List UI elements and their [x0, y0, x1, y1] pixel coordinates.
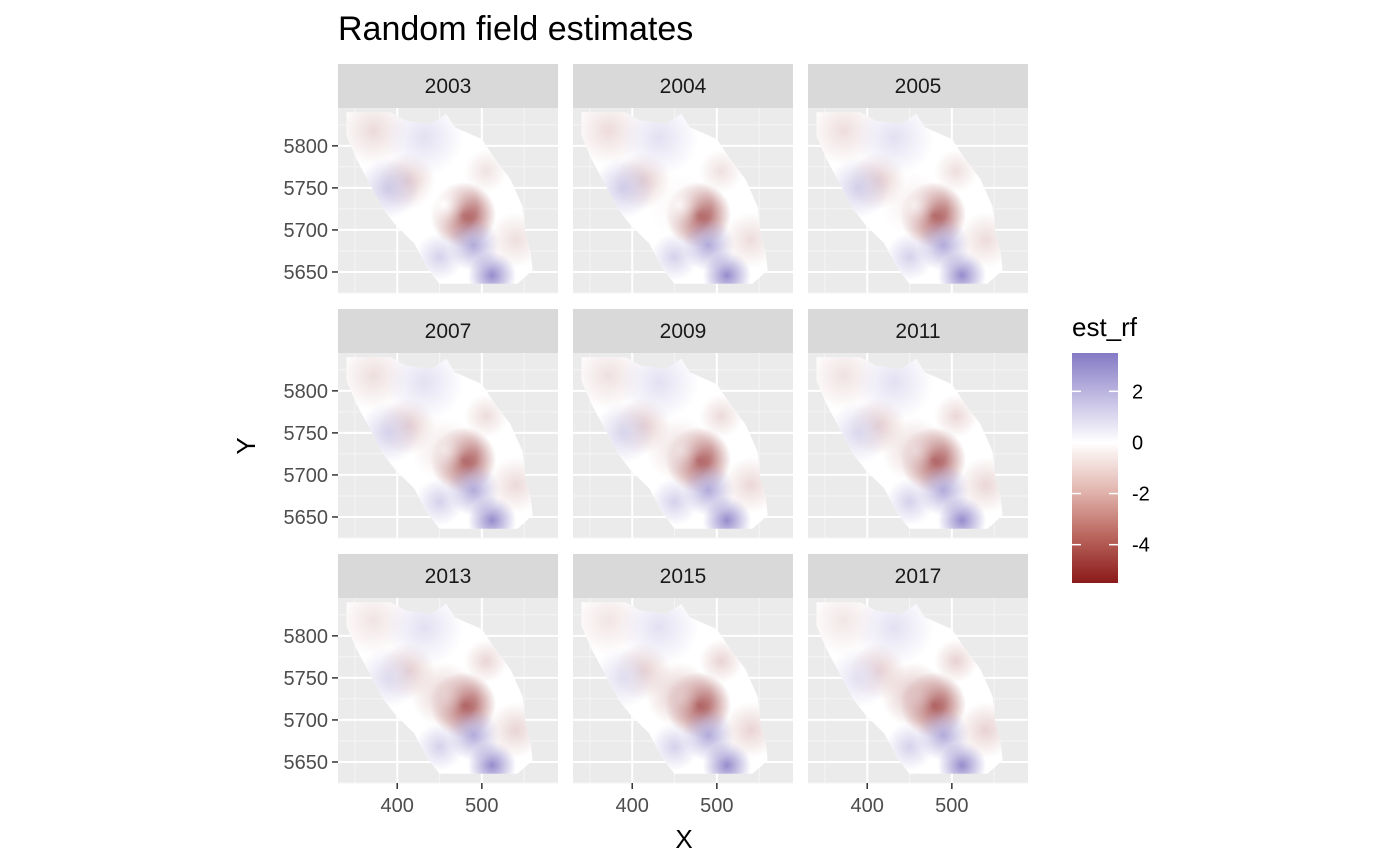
y-tick-label: 5650	[284, 507, 329, 529]
field-value-patch	[645, 171, 712, 238]
field-value-patch	[645, 416, 712, 483]
facet-strip	[808, 309, 1028, 353]
field-value-patch	[410, 416, 477, 483]
y-tick-label: 5650	[284, 262, 329, 284]
facet-strip-label: 2013	[425, 565, 472, 588]
y-tick-label: 5750	[284, 178, 329, 200]
y-tick-label: 5700	[284, 465, 329, 487]
facet-strip-label: 2017	[895, 565, 942, 588]
field-value-patch	[410, 171, 477, 238]
field-value-patch	[880, 416, 947, 483]
y-tick-label: 5750	[284, 668, 329, 690]
facet-strip	[808, 554, 1028, 598]
legend-tick-label: 0	[1132, 432, 1143, 454]
legend-tick-label: -4	[1132, 535, 1150, 557]
legend: est_rf 2 0 -2 -4	[1072, 312, 1150, 583]
x-tick-label: 400	[616, 795, 649, 817]
x-tick-label: 500	[465, 795, 498, 817]
legend-colorbar	[1072, 353, 1118, 583]
chart-title: Random field estimates	[338, 10, 693, 48]
facet-panels: 2003 2004 2005 2007 2009 2011 2013 2015 2017	[338, 64, 1028, 784]
facet-strip-label: 2007	[425, 320, 472, 343]
facet-strip	[338, 64, 558, 108]
x-tick-label: 400	[851, 795, 884, 817]
x-tick-label: 400	[381, 795, 414, 817]
facet-panel-2007: 2007	[338, 309, 558, 539]
field-value-patch	[645, 661, 712, 728]
legend-tick-label: 2	[1132, 381, 1143, 403]
facet-strip	[573, 64, 793, 108]
y-tick-label: 5700	[284, 220, 329, 242]
x-axis: 400 500 400 500 400 500	[381, 783, 969, 817]
facet-strip	[573, 309, 793, 353]
facet-panel-2003: 2003	[338, 64, 558, 294]
x-tick-label: 500	[935, 795, 968, 817]
facet-strip-label: 2004	[660, 75, 707, 98]
y-tick-label: 5800	[284, 626, 329, 648]
facet-strip-label: 2009	[660, 320, 707, 343]
x-axis-title: X	[675, 824, 692, 854]
facet-strip	[573, 554, 793, 598]
facet-strip-label: 2015	[660, 565, 707, 588]
facet-strip-label: 2003	[425, 75, 472, 98]
facet-strip	[338, 309, 558, 353]
y-tick-label: 5700	[284, 710, 329, 732]
legend-title: est_rf	[1072, 312, 1138, 342]
y-tick-label: 5800	[284, 381, 329, 403]
facet-strip	[338, 554, 558, 598]
facet-panel-2011: 2011	[808, 309, 1028, 539]
field-value-patch	[880, 171, 947, 238]
y-tick-label: 5750	[284, 423, 329, 445]
facet-strip	[808, 64, 1028, 108]
field-value-patch	[410, 661, 477, 728]
facet-strip-label: 2011	[895, 320, 940, 343]
y-axis-title: Y	[231, 437, 261, 454]
facet-panel-2009: 2009	[573, 309, 793, 539]
y-tick-label: 5800	[284, 136, 329, 158]
facet-panel-2015: 2015	[573, 554, 793, 784]
facet-panel-2017: 2017	[808, 554, 1028, 784]
legend-tick-label: -2	[1132, 484, 1150, 506]
facet-panel-2005: 2005	[808, 64, 1028, 294]
facet-panel-2004: 2004	[573, 64, 793, 294]
facet-strip-label: 2005	[895, 75, 942, 98]
y-axis: 5650 5700 5750 5800 5650 5700 5750 5800 5650 5700…	[284, 136, 338, 774]
x-tick-label: 500	[700, 795, 733, 817]
random-field-surface	[581, 357, 768, 529]
y-tick-label: 5650	[284, 752, 329, 774]
field-value-patch	[880, 661, 947, 728]
facet-panel-2013: 2013	[338, 554, 558, 784]
